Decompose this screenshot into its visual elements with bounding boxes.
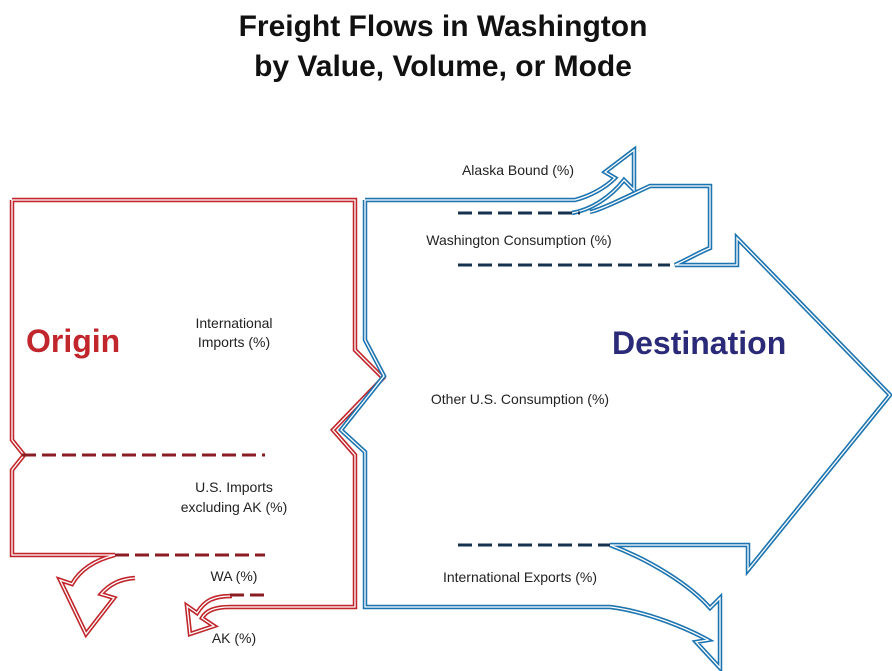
- title-line: Freight Flows in Washington: [239, 10, 648, 43]
- label: International: [195, 315, 272, 331]
- label: International Exports (%): [443, 569, 597, 585]
- origin-dividers: [22, 453, 265, 597]
- label: U.S. Imports: [195, 479, 273, 495]
- title-line: by Value, Volume, or Mode: [254, 50, 632, 83]
- label: Imports (%): [198, 334, 270, 350]
- label: Alaska Bound (%): [462, 162, 574, 178]
- origin-heading: Origin: [26, 323, 120, 359]
- label: Other U.S. Consumption (%): [431, 391, 609, 407]
- label: excluding AK (%): [181, 499, 288, 515]
- destination-dividers: [458, 211, 670, 547]
- origin-shape: [9, 197, 387, 639]
- label: Washington Consumption (%): [426, 232, 611, 248]
- destination-shape: [337, 145, 892, 671]
- destination-heading: Destination: [612, 325, 786, 361]
- label: WA (%): [211, 568, 258, 584]
- label: AK (%): [212, 630, 256, 646]
